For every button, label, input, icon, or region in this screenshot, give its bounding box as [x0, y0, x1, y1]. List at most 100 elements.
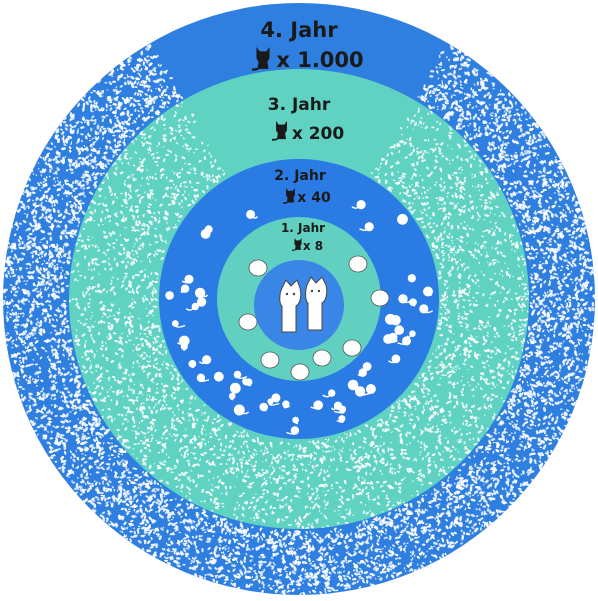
cat-crowd-speck: [513, 472, 518, 477]
cat-crowd-speck: [273, 532, 278, 537]
cat-crowd-speck: [484, 104, 488, 110]
cat-crowd-speck: [43, 404, 45, 407]
cat-crowd-speck: [417, 536, 420, 539]
cat-crowd-speck: [67, 329, 70, 333]
cat-crowd-speck: [541, 391, 544, 394]
cat-crowd-speck: [469, 494, 472, 498]
cat-crowd-speck: [491, 513, 495, 516]
cat-crowd-speck: [379, 519, 383, 524]
cat-crowd-speck: [440, 50, 445, 55]
cat-crowd-speck: [577, 381, 580, 384]
cat-crowd-speck: [505, 431, 508, 433]
cat-crowd-speck: [166, 543, 171, 547]
cat-crowd-speck: [536, 239, 541, 244]
cat-crowd-speck: [527, 255, 531, 260]
cat-crowd-speck: [492, 153, 495, 156]
cat-crowd-speck: [535, 140, 538, 144]
cat-crowd-speck: [394, 557, 399, 560]
cat-crowd-speck: [229, 533, 231, 536]
cat-crowd-speck: [565, 409, 570, 412]
cat-crowd-speck: [389, 568, 393, 571]
cat-crowd-speck: [246, 544, 249, 548]
cat-crowd-speck: [489, 511, 493, 514]
cat-crowd-speck: [545, 426, 549, 430]
cat-crowd-speck: [524, 363, 527, 369]
cat-crowd-speck: [141, 512, 145, 517]
cat-crowd-speck: [526, 403, 530, 408]
cat-crowd-speck: [100, 492, 104, 494]
cat-crowd-speck: [67, 357, 70, 361]
cat-crowd-speck: [48, 420, 52, 423]
cat-crowd-speck: [508, 199, 513, 203]
cat-crowd-speck: [115, 86, 118, 89]
cat-crowd-speck: [155, 79, 160, 82]
cat-crowd-speck: [452, 495, 456, 498]
cat-crowd-speck: [111, 485, 114, 489]
cat-crowd-speck: [576, 331, 579, 334]
cat-crowd-speck: [165, 556, 169, 560]
cat-crowd-speck: [145, 47, 147, 51]
cat-crowd-speck: [469, 529, 471, 533]
cat-crowd-speck: [230, 579, 234, 582]
cat-crowd-speck: [348, 559, 352, 563]
cat-crowd-speck: [51, 318, 55, 322]
cat-crowd-speck: [480, 477, 484, 482]
cat-crowd-speck: [54, 393, 56, 397]
cat-crowd-speck: [152, 96, 156, 100]
cat-crowd-speck: [469, 133, 471, 136]
cat-crowd-speck: [512, 395, 517, 400]
cat-crowd-speck: [360, 577, 364, 580]
cat-crowd-speck: [36, 317, 39, 321]
cat-crowd-speck: [245, 585, 251, 588]
cat-crowd-speck: [554, 156, 557, 159]
cat-crowd-speck: [293, 551, 297, 555]
cat-crowd-speck: [573, 227, 576, 230]
cat-crowd-speck: [184, 533, 187, 536]
cat-crowd-speck: [556, 293, 560, 295]
cat-crowd-speck: [55, 340, 57, 343]
cat-crowd-speck: [543, 371, 548, 376]
cat-crowd-speck: [432, 545, 435, 548]
cat-crowd-speck: [119, 73, 124, 79]
cat-crowd-speck: [32, 298, 36, 301]
cat-crowd-speck: [115, 116, 119, 120]
cat-crowd-speck: [579, 298, 585, 302]
cat-crowd-speck: [486, 124, 489, 129]
cat-crowd-speck: [388, 561, 393, 566]
cat-crowd-speck: [202, 508, 207, 514]
cat-crowd-speck: [57, 466, 62, 470]
cat-crowd-speck: [488, 497, 494, 500]
cat-crowd-speck: [510, 158, 514, 161]
cat-crowd-speck: [512, 388, 516, 391]
cat-crowd-speck: [12, 305, 15, 308]
cat-crowd-speck: [483, 154, 487, 158]
cat-crowd-speck: [481, 469, 486, 474]
cat-crowd-speck: [32, 215, 37, 219]
cat-crowd-speck: [79, 493, 83, 496]
cat-crowd-speck: [110, 437, 114, 440]
cat-crowd-speck: [486, 509, 491, 512]
cat-crowd-speck: [541, 174, 546, 178]
cat-crowd-speck: [126, 511, 130, 516]
cat-crowd-speck: [577, 338, 581, 342]
cat-crowd-speck: [384, 532, 387, 535]
cat-crowd-speck: [540, 396, 544, 400]
cat-crowd-speck: [362, 520, 366, 526]
cat-crowd-speck: [510, 204, 513, 208]
cat-crowd-speck: [102, 172, 106, 175]
cat-crowd-speck: [578, 352, 581, 355]
cat-crowd-speck: [162, 508, 166, 512]
cat-crowd-speck: [421, 562, 425, 564]
cat-crowd-speck: [479, 114, 482, 117]
cat-crowd-speck: [32, 403, 38, 407]
cat-crowd-speck: [560, 386, 564, 391]
cat-crowd-speck: [582, 302, 588, 307]
cat-crowd-speck: [467, 507, 471, 509]
cat-crowd-speck: [159, 493, 163, 498]
cat-crowd-speck: [140, 67, 143, 71]
cat-crowd-speck: [548, 206, 550, 210]
cat-crowd-speck: [337, 541, 341, 545]
cat-crowd-speck: [112, 154, 115, 158]
cat-crowd-speck: [514, 119, 517, 123]
cat-crowd-speck: [544, 324, 548, 327]
